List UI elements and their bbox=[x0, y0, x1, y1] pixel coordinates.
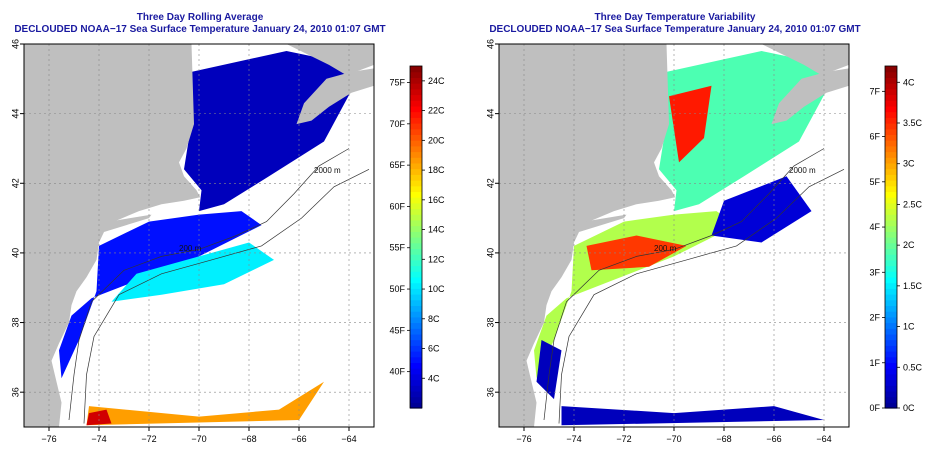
colorbar-celsius-label: 22C bbox=[428, 106, 445, 116]
land-mass bbox=[579, 214, 627, 232]
x-tick-label: −74 bbox=[566, 434, 581, 444]
data-patch bbox=[111, 242, 274, 302]
colorbar-celsius-label: 8C bbox=[428, 314, 440, 324]
colorbar-celsius-label: 0.5C bbox=[903, 362, 923, 372]
colorbar-celsius-label: 4C bbox=[903, 77, 915, 87]
colorbar-celsius-label: 18C bbox=[428, 165, 445, 175]
colorbar-celsius-label: 14C bbox=[428, 225, 445, 235]
x-tick-label: −68 bbox=[716, 434, 731, 444]
y-tick-label: 40 bbox=[10, 248, 20, 258]
panel-title: Three Day Temperature Variability bbox=[594, 12, 756, 23]
y-tick-label: 42 bbox=[485, 178, 495, 188]
isobath-2000m bbox=[83, 168, 370, 424]
y-tick-label: 44 bbox=[485, 109, 495, 119]
x-tick-label: −66 bbox=[291, 434, 306, 444]
colorbar-fahrenheit-label: 65F bbox=[389, 160, 405, 170]
x-tick-label: −66 bbox=[766, 434, 781, 444]
x-tick-label: −72 bbox=[616, 434, 631, 444]
data-patch bbox=[86, 381, 324, 426]
colorbar-celsius-label: 4C bbox=[428, 373, 440, 383]
sst-average-map: 200 m 2000 m −76 −74 −72 −70 −68 −66 −64 36 38 40 42… bbox=[10, 39, 445, 444]
colorbar-celsius-label: 3.5C bbox=[903, 118, 923, 128]
colorbar-fahrenheit-label: 3F bbox=[869, 267, 880, 277]
colorbar-fahrenheit-label: 4F bbox=[869, 222, 880, 232]
colorbar-celsius-label: 1.5C bbox=[903, 281, 923, 291]
data-patch bbox=[561, 406, 824, 426]
colorbar-fahrenheit-label: 6F bbox=[869, 132, 880, 142]
colorbar-fahrenheit-label: 55F bbox=[389, 243, 405, 253]
x-tick-label: −70 bbox=[666, 434, 681, 444]
isobath-label: 200 m bbox=[179, 244, 202, 253]
colorbar-fahrenheit-label: 1F bbox=[869, 358, 880, 368]
y-tick-label: 36 bbox=[485, 387, 495, 397]
y-tick-label: 40 bbox=[485, 248, 495, 258]
colorbar-fahrenheit-label: 40F bbox=[389, 367, 405, 377]
y-tick-label: 38 bbox=[10, 318, 20, 328]
isobath-2000m bbox=[558, 168, 845, 424]
land-mass bbox=[499, 44, 676, 427]
colorbar: 40F 45F 50F 55F 60F 65F 70F 75F 4C 6C 8C 10C 12C 14C 1… bbox=[389, 65, 445, 409]
colorbar-fahrenheit-label: 2F bbox=[869, 313, 880, 323]
land-mass bbox=[286, 44, 374, 76]
x-tick-label: −64 bbox=[341, 434, 356, 444]
colorbar-fahrenheit-label: 75F bbox=[389, 78, 405, 88]
colorbar-fahrenheit-label: 0F bbox=[869, 403, 880, 413]
colorbar-celsius-label: 6C bbox=[428, 344, 440, 354]
panel-subtitle: DECLOUDED NOAA−17 Sea Surface Temperatur… bbox=[14, 24, 386, 35]
data-patch bbox=[86, 409, 112, 426]
graticule bbox=[24, 44, 374, 427]
colorbar-celsius-label: 2C bbox=[903, 240, 915, 250]
land-mass bbox=[24, 44, 201, 427]
colorbar-fahrenheit-label: 5F bbox=[869, 177, 880, 187]
land-mass bbox=[761, 44, 849, 76]
y-tick-label: 46 bbox=[485, 39, 495, 49]
data-patch bbox=[711, 176, 812, 243]
land-mass bbox=[104, 214, 152, 232]
data-patch bbox=[669, 85, 712, 163]
colorbar-fahrenheit-label: 70F bbox=[389, 119, 405, 129]
y-tick-label: 36 bbox=[10, 387, 20, 397]
colorbar-fahrenheit-label: 7F bbox=[869, 86, 880, 96]
colorbar: 0F 1F 2F 3F 4F 5F 6F 7F 0C 0.5C 1C 1.5C 2C 2.5C 3C 3.5C… bbox=[869, 65, 923, 413]
x-tick-label: −72 bbox=[141, 434, 156, 444]
x-tick-label: −74 bbox=[91, 434, 106, 444]
data-patch bbox=[184, 51, 354, 212]
colorbar-fahrenheit-label: 60F bbox=[389, 201, 405, 211]
y-tick-label: 42 bbox=[10, 178, 20, 188]
y-tick-label: 38 bbox=[485, 318, 495, 328]
sst-variability-panel: Three Day Temperature Variability DECLOU… bbox=[475, 0, 950, 475]
y-tick-label: 44 bbox=[10, 109, 20, 119]
colorbar-celsius-label: 0C bbox=[903, 403, 915, 413]
colorbar-celsius-label: 10C bbox=[428, 284, 445, 294]
colorbar-celsius-label: 2.5C bbox=[903, 199, 923, 209]
colorbar-fahrenheit-label: 50F bbox=[389, 284, 405, 294]
sst-average-panel: Three Day Rolling Average DECLOUDED NOAA… bbox=[10, 12, 445, 444]
isobath-label: 2000 m bbox=[314, 166, 341, 175]
data-patch bbox=[536, 340, 562, 400]
isobath-label: 2000 m bbox=[789, 166, 816, 175]
x-tick-label: −76 bbox=[41, 434, 56, 444]
colorbar-celsius-label: 24C bbox=[428, 76, 445, 86]
colorbar-celsius-label: 12C bbox=[428, 254, 445, 264]
colorbar-fahrenheit-label: 45F bbox=[389, 325, 405, 335]
colorbar-celsius-label: 3C bbox=[903, 159, 915, 169]
x-tick-label: −70 bbox=[191, 434, 206, 444]
graticule bbox=[499, 44, 849, 427]
x-tick-label: −64 bbox=[816, 434, 831, 444]
colorbar-celsius-label: 20C bbox=[428, 135, 445, 145]
panel-subtitle: DECLOUDED NOAA−17 Sea Surface Temperatur… bbox=[489, 24, 861, 35]
sst-variability-map: 200 m 2000 m −76 −74 −72 −70 −68 −66 −64 36 38 40 42… bbox=[485, 39, 923, 444]
colorbar-celsius-label: 1C bbox=[903, 322, 915, 332]
land-mass bbox=[771, 68, 849, 125]
x-tick-label: −68 bbox=[241, 434, 256, 444]
y-tick-label: 46 bbox=[10, 39, 20, 49]
land-mass bbox=[296, 68, 374, 125]
x-tick-label: −76 bbox=[516, 434, 531, 444]
isobath-label: 200 m bbox=[654, 244, 677, 253]
data-patch bbox=[586, 235, 687, 271]
colorbar-celsius-label: 16C bbox=[428, 195, 445, 205]
panel-title: Three Day Rolling Average bbox=[136, 12, 264, 23]
